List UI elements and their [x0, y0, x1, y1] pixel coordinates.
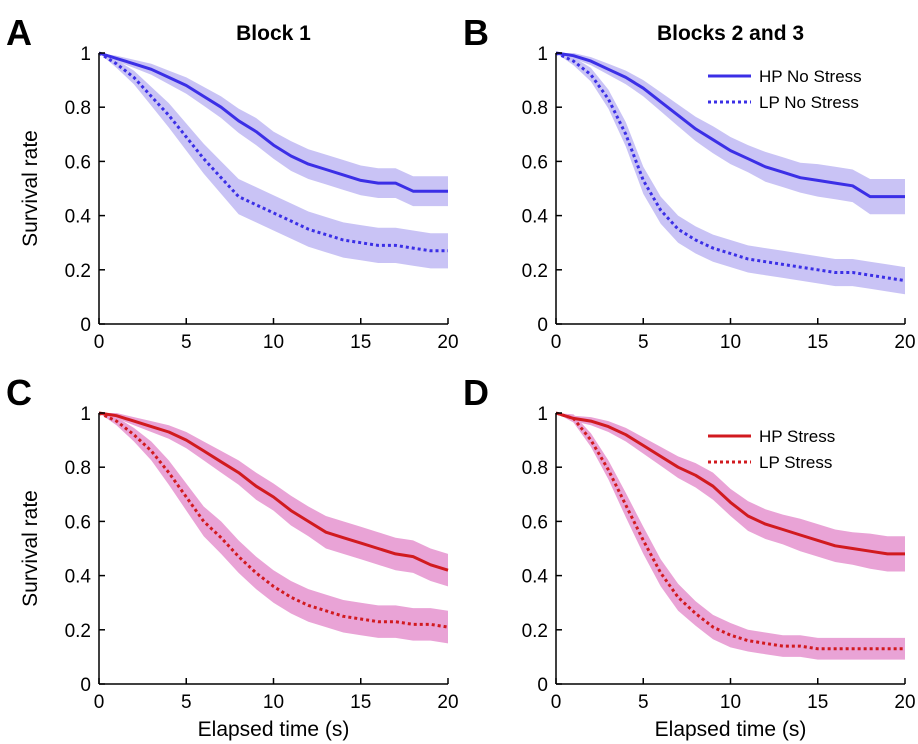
x-tick-label: 10 — [720, 692, 741, 713]
y-tick-label: 0.8 — [65, 98, 91, 119]
x-tick-label: 15 — [350, 692, 371, 713]
confidence-band-lp-stress — [556, 413, 905, 660]
y-tick-label: 1 — [80, 404, 91, 425]
legend: HP Stress LP Stress — [708, 427, 835, 472]
y-tick-label: 0 — [537, 315, 548, 336]
y-tick-label: 0.4 — [65, 207, 92, 228]
legend-label: HP Stress — [759, 427, 835, 446]
y-tick-label: 0.6 — [65, 512, 91, 533]
y-axis-label: Survival rate — [19, 130, 42, 247]
panel-letter: B — [463, 12, 489, 53]
panel-title: Blocks 2 and 3 — [657, 22, 804, 45]
series-line-hp — [555, 411, 905, 556]
y-tick-label: 1 — [80, 44, 91, 65]
x-tick-label: 10 — [263, 692, 284, 713]
y-tick-label: 0.2 — [522, 261, 548, 282]
series-line-lp — [555, 411, 905, 651]
y-tick-label: 1 — [537, 404, 548, 425]
y-tick-label: 0.6 — [65, 152, 91, 173]
legend-label: LP No Stress — [759, 93, 859, 112]
y-axis-label: Survival rate — [19, 490, 42, 607]
y-tick-label: 0.6 — [522, 152, 548, 173]
y-tick-label: 0.8 — [522, 98, 548, 119]
x-tick-label: 0 — [551, 332, 562, 353]
x-tick-label: 20 — [437, 332, 458, 353]
x-tick-label: 0 — [551, 692, 562, 713]
y-tick-label: 0 — [537, 675, 548, 696]
x-tick-label: 5 — [638, 332, 649, 353]
x-tick-label: 20 — [894, 332, 915, 353]
x-tick-label: 0 — [94, 332, 105, 353]
y-tick-label: 0.2 — [65, 261, 91, 282]
x-tick-label: 20 — [894, 692, 915, 713]
panel-letter: C — [6, 372, 32, 413]
panel-d: D 0 5 10 15 20 0 0.2 0.4 0.6 0.8 1 Elapsed time (s) H… — [463, 372, 916, 741]
y-tick-label: 0.8 — [522, 458, 548, 479]
y-tick-label: 0 — [80, 315, 91, 336]
y-tick-label: 0.6 — [522, 512, 548, 533]
legend-label: LP Stress — [759, 453, 832, 472]
x-tick-label: 0 — [94, 692, 105, 713]
series-line-hp — [98, 51, 448, 193]
series-line-hp — [98, 411, 449, 572]
y-tick-label: 0.2 — [65, 621, 91, 642]
x-tick-label: 15 — [807, 332, 828, 353]
x-tick-label: 15 — [350, 332, 371, 353]
y-tick-label: 0.2 — [522, 621, 548, 642]
series-line-lp — [98, 411, 449, 629]
x-tick-label: 5 — [638, 692, 649, 713]
legend: HP No Stress LP No Stress — [708, 67, 862, 112]
y-tick-label: 1 — [537, 44, 548, 65]
confidence-band-hp-stress — [556, 413, 905, 572]
x-tick-label: 10 — [263, 332, 284, 353]
x-tick-label: 10 — [720, 332, 741, 353]
series-line-lp — [555, 51, 906, 283]
x-tick-label: 5 — [181, 332, 192, 353]
y-tick-label: 0.8 — [65, 458, 91, 479]
confidence-band-series-0 — [99, 53, 448, 207]
panel-c: C 0 5 10 15 20 0 0.2 0.4 0.6 0.8 1 Survival rate Elap… — [6, 372, 459, 741]
y-tick-label: 0.4 — [65, 567, 92, 588]
confidence-band-series-1 — [99, 413, 448, 644]
series-line-hp — [555, 51, 905, 199]
x-axis-label: Elapsed time (s) — [655, 718, 807, 741]
x-tick-label: 15 — [807, 692, 828, 713]
y-tick-label: 0 — [80, 675, 91, 696]
y-tick-label: 0.4 — [522, 207, 549, 228]
panel-b: B Blocks 2 and 3 0 5 10 15 20 0 0.2 0.4 0.6 0.8 1 HP … — [463, 12, 916, 353]
panel-letter: A — [6, 12, 32, 53]
confidence-band-hp-no-stress — [556, 53, 905, 215]
x-tick-label: 20 — [437, 692, 458, 713]
confidence-band-series-0 — [99, 413, 448, 587]
legend-label: HP No Stress — [759, 67, 862, 86]
panel-a: A Block 1 0 5 10 15 20 0 0.2 0.4 0.6 0.8 1 Survival r… — [6, 12, 459, 353]
x-tick-label: 5 — [181, 692, 192, 713]
panel-letter: D — [463, 372, 489, 413]
confidence-band-series-1 — [99, 53, 448, 269]
panel-title: Block 1 — [236, 22, 311, 45]
x-axis-label: Elapsed time (s) — [198, 718, 350, 741]
y-tick-label: 0.4 — [522, 567, 549, 588]
series-line-lp — [98, 51, 448, 253]
